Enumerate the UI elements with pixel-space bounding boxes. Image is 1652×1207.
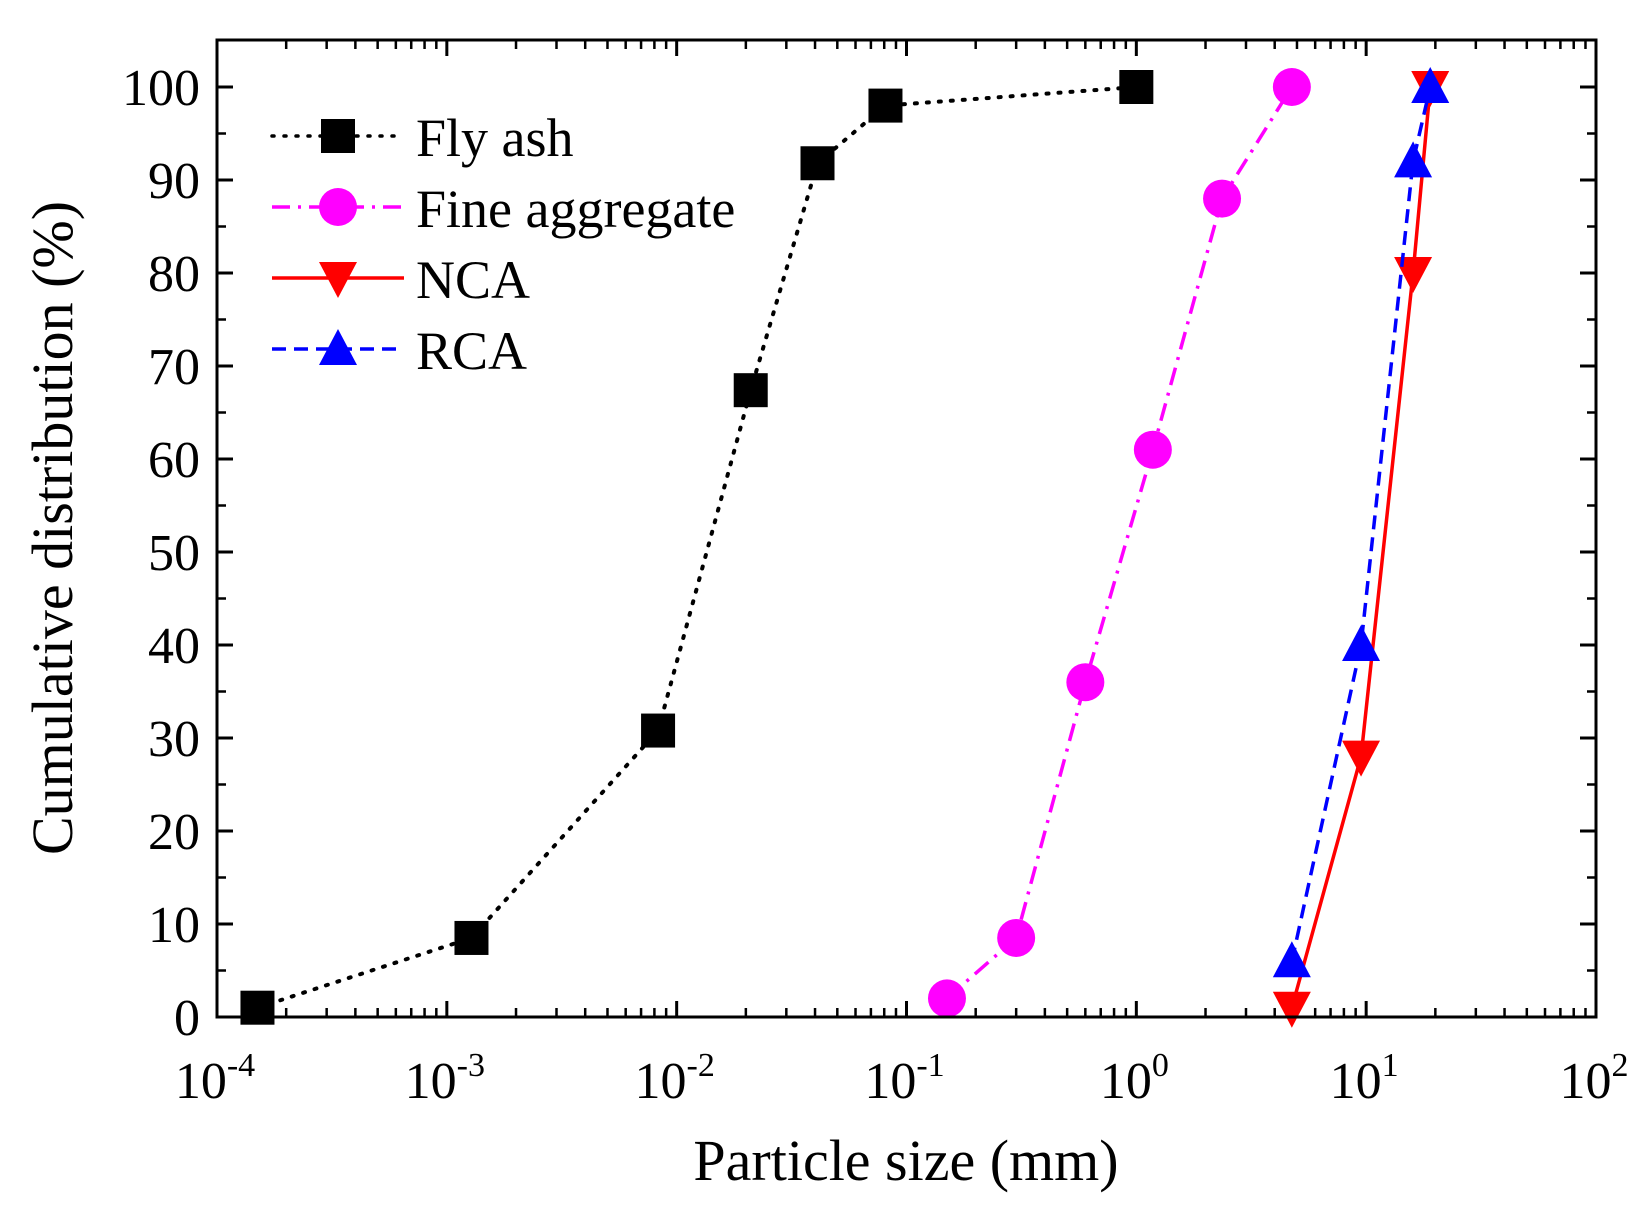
- legend-label-rca: RCA: [416, 321, 527, 381]
- data-point-nca: [1272, 991, 1311, 1028]
- x-tick-label: 10-4: [175, 1047, 255, 1110]
- data-point-fine-aggregate: [1133, 430, 1172, 469]
- x-tick-base: 10: [175, 1053, 227, 1110]
- x-tick-exponent: -1: [916, 1047, 944, 1084]
- legend-item-nca: NCA: [272, 250, 530, 310]
- series-line-nca: [1290, 86, 1432, 1009]
- data-point-fly-ash: [868, 88, 903, 123]
- data-point-fly-ash: [733, 373, 768, 408]
- y-tick-label: 60: [148, 432, 200, 489]
- legend-marker-fine-aggregate: [319, 188, 357, 226]
- legend-label-fly-ash: Fly ash: [416, 108, 574, 168]
- series-fine-aggregate: [927, 68, 1311, 1018]
- x-tick-exponent: -2: [687, 1047, 715, 1084]
- x-tick-label: 10-1: [864, 1047, 944, 1110]
- x-tick-base: 10: [864, 1053, 916, 1110]
- y-axis-label: Cumulative distribution (%): [20, 201, 85, 855]
- x-tick-base: 10: [1330, 1053, 1382, 1110]
- x-tick-label: 10-3: [405, 1047, 485, 1110]
- data-point-fine-aggregate: [997, 918, 1036, 957]
- data-point-rca: [1342, 625, 1381, 661]
- data-point-rca: [1394, 141, 1433, 178]
- y-tick-label: 70: [148, 339, 200, 396]
- y-tick-label: 80: [148, 246, 200, 303]
- series-line-rca: [1290, 86, 1432, 962]
- data-point-fly-ash: [454, 920, 489, 955]
- x-tick-exponent: 2: [1612, 1047, 1629, 1084]
- x-axis-label: Particle size (mm): [693, 1128, 1118, 1193]
- y-tick-label: 10: [148, 897, 200, 954]
- x-tick-exponent: -3: [457, 1047, 485, 1084]
- series-nca: [1272, 71, 1450, 1028]
- y-tick-label: 40: [148, 618, 200, 675]
- x-tick-label: 100: [1100, 1047, 1169, 1110]
- x-tick-exponent: 1: [1382, 1047, 1399, 1084]
- legend-label-nca: NCA: [416, 250, 530, 310]
- data-point-fly-ash: [240, 990, 275, 1025]
- y-tick-label: 30: [148, 711, 200, 768]
- x-tick-label: 102: [1560, 1047, 1629, 1110]
- x-tick-base: 10: [405, 1053, 457, 1110]
- data-point-rca: [1411, 67, 1450, 103]
- y-tick-label: 90: [148, 153, 200, 210]
- series-line-fine-aggregate: [945, 86, 1294, 1000]
- y-tick-label: 50: [148, 525, 200, 582]
- y-tick-label: 100: [122, 60, 200, 117]
- data-point-rca: [1272, 941, 1311, 978]
- x-tick-exponent: 0: [1152, 1047, 1169, 1084]
- x-tick-base: 10: [635, 1053, 687, 1110]
- legend-marker-rca: [319, 329, 357, 365]
- y-tick-label: 20: [148, 804, 200, 861]
- x-tick-label: 101: [1330, 1047, 1399, 1110]
- x-tick-base: 10: [1560, 1053, 1612, 1110]
- data-point-fine-aggregate: [927, 979, 966, 1018]
- legend-label-fine-aggregate: Fine aggregate: [416, 179, 735, 239]
- data-point-fly-ash: [800, 146, 835, 181]
- x-tick-label: 10-2: [635, 1047, 715, 1110]
- series-fly-ash: [240, 70, 1154, 1025]
- data-point-fine-aggregate: [1272, 68, 1311, 106]
- plot-frame: [215, 38, 1598, 1019]
- x-tick-exponent: -4: [227, 1047, 255, 1084]
- x-tick-base: 10: [1100, 1053, 1152, 1110]
- data-point-fly-ash: [641, 713, 676, 748]
- legend-marker-nca: [319, 262, 357, 298]
- data-point-fine-aggregate: [1066, 663, 1105, 702]
- data-point-nca: [1342, 740, 1381, 777]
- legend-item-fly-ash: Fly ash: [270, 108, 574, 168]
- series-rca: [1272, 67, 1450, 978]
- legend-marker-fly-ash: [321, 119, 355, 153]
- legend-item-rca: RCA: [272, 321, 527, 381]
- data-point-fly-ash: [1119, 70, 1154, 104]
- y-tick-label: 0: [174, 990, 200, 1047]
- legend-item-fine-aggregate: Fine aggregate: [272, 179, 735, 239]
- data-point-fine-aggregate: [1203, 179, 1242, 218]
